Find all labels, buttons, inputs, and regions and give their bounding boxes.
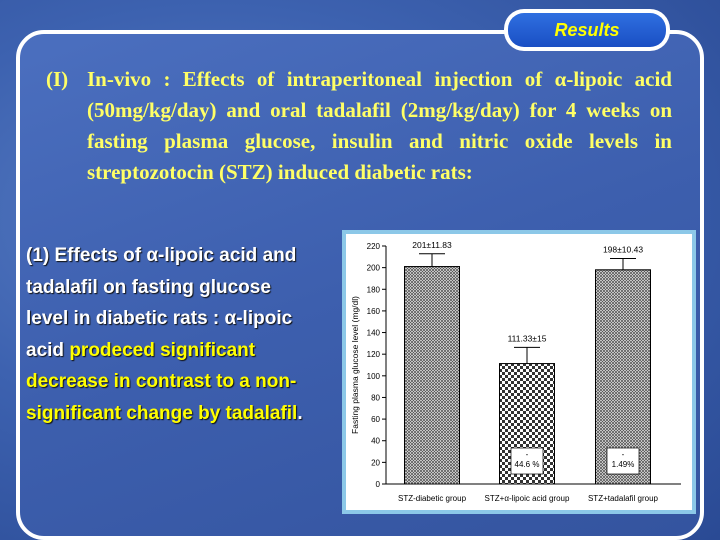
y-tick-label: 40 <box>371 437 380 446</box>
results-tab[interactable]: Results <box>504 9 670 51</box>
sub-finding: (1) Effects of α-lipoic acid and tadalaf… <box>26 240 304 429</box>
y-axis-label: Fasting plasma glucose level (mg/dl) <box>350 296 360 434</box>
alpha-symbol: α <box>554 67 567 91</box>
y-tick-label: 0 <box>376 480 381 489</box>
percent-label: 1.49% <box>612 460 635 469</box>
sub-text-3: -lipoic acid <box>26 308 293 361</box>
y-tick-label: 160 <box>367 307 381 316</box>
percent-box <box>606 447 640 475</box>
percent-label: - <box>526 450 529 459</box>
glucose-chart: 0 20 40 60 80 100 120 140 160 180 200 220 Fasting pl… <box>342 230 696 514</box>
value-label: 201±11.83 <box>412 240 452 250</box>
y-tick-label: 180 <box>367 285 381 294</box>
heading-text-b: -lipoic acid (50mg/kg/day) and oral tada… <box>87 67 672 184</box>
slide-heading: (I) In-vivo : Effects of intraperitoneal… <box>46 64 672 188</box>
x-category-label: STZ+α-lipoic acid group <box>485 494 570 503</box>
sub-text-1: (1) Effects of <box>26 245 147 266</box>
y-tick-label: 80 <box>371 393 380 402</box>
heading-number: (I) <box>46 67 69 91</box>
x-category-label: STZ-diabetic group <box>398 494 467 503</box>
percent-label: 44.6 % <box>515 460 540 469</box>
sub-end: . <box>297 402 303 424</box>
y-tick-label: 200 <box>367 264 381 273</box>
percent-label: - <box>622 450 625 459</box>
y-tick-label: 140 <box>367 329 381 338</box>
y-tick-label: 60 <box>371 415 380 424</box>
y-tick-label: 220 <box>367 242 381 251</box>
chart-svg: 0 20 40 60 80 100 120 140 160 180 200 220 Fasting pl… <box>350 240 681 503</box>
heading-body: In-vivo : Effects of intraperitoneal inj… <box>46 64 672 188</box>
percent-box <box>510 447 544 475</box>
y-tick-label: 120 <box>367 350 381 359</box>
sub-highlight: prodeced significant decrease in contras… <box>26 339 298 424</box>
x-category-label: STZ+tadalafil group <box>588 494 659 503</box>
heading-text-a: In-vivo : Effects of intraperitoneal inj… <box>87 67 555 91</box>
value-label: 111.33±15 <box>508 333 547 343</box>
results-tab-label: Results <box>508 13 666 47</box>
y-tick-label: 100 <box>367 372 381 381</box>
sub-text-2: -lipoic acid and tadalafil on fasting gl… <box>26 245 297 329</box>
alpha-symbol: α <box>146 245 159 266</box>
bar <box>404 266 460 485</box>
y-tick-label: 20 <box>371 458 380 467</box>
alpha-symbol: α <box>224 308 237 329</box>
value-label: 198±10.43 <box>603 245 643 255</box>
